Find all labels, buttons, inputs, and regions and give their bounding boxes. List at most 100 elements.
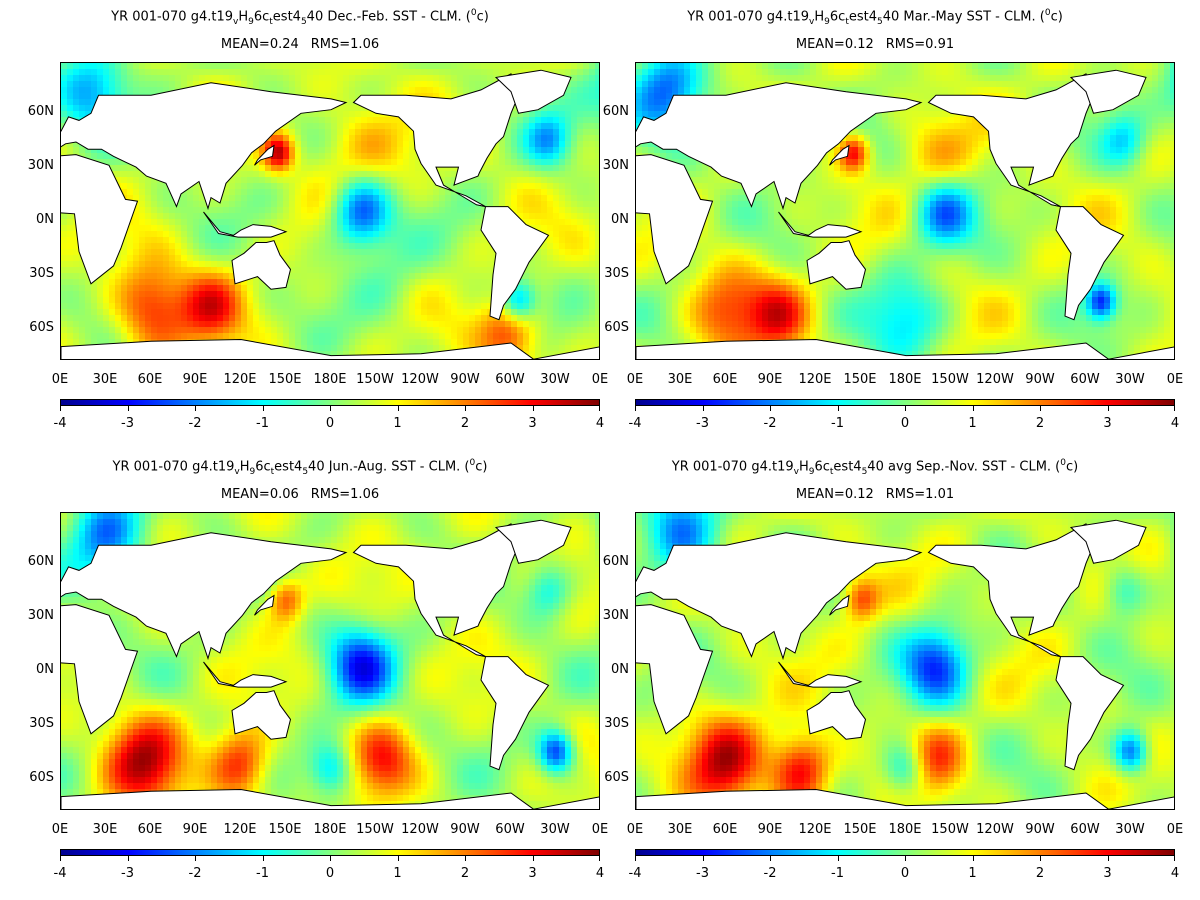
lat-label: 30N bbox=[602, 608, 629, 624]
title-part: H bbox=[814, 9, 825, 25]
landmass bbox=[636, 154, 714, 285]
lon-label: 150W bbox=[356, 372, 394, 387]
landmass bbox=[829, 144, 850, 166]
land-masses bbox=[61, 69, 599, 359]
lon-label: 0E bbox=[1166, 372, 1184, 387]
colorbar-label: -2 bbox=[188, 416, 202, 431]
colorbar-label: -2 bbox=[763, 416, 777, 431]
rms-value: RMS=1.06 bbox=[310, 37, 380, 52]
landmass bbox=[1055, 206, 1125, 321]
title-part: est4 bbox=[274, 459, 303, 475]
lon-label: 90W bbox=[450, 372, 480, 387]
lon-label: 0E bbox=[51, 822, 69, 837]
colorbar-label: 2 bbox=[460, 416, 470, 431]
lon-label: 60E bbox=[137, 372, 163, 387]
rms-value: RMS=1.06 bbox=[310, 487, 380, 502]
colorbar-label: 0 bbox=[900, 866, 910, 881]
colorbar-tick bbox=[195, 856, 196, 861]
colorbar-label: 1 bbox=[393, 866, 402, 881]
lon-label: 0E bbox=[1166, 822, 1184, 837]
title-part: 40 Mar.-May SST - CLM. ( bbox=[882, 9, 1045, 25]
colorbar-tick bbox=[905, 856, 906, 861]
title-part: 6c bbox=[829, 9, 846, 25]
colorbar-label: 3 bbox=[1103, 866, 1112, 881]
colorbar-label: 1 bbox=[393, 416, 402, 431]
panel-stats: MEAN=0.12 RMS=1.01 bbox=[575, 487, 1175, 502]
map-panel-jja: YR 001-070 g4.t19vH96ctest4540 Jun.-Aug.… bbox=[0, 450, 609, 900]
title-part: est4 bbox=[833, 459, 862, 475]
lon-label: 30E bbox=[667, 372, 693, 387]
rms-value: RMS=0.91 bbox=[885, 37, 955, 52]
map-panel-son: YR 001-070 g4.t19vH96ctest4540 avg Sep.-… bbox=[575, 450, 1184, 900]
colorbar-label: 3 bbox=[1103, 416, 1112, 431]
landmass bbox=[829, 594, 850, 616]
panel-title: YR 001-070 g4.t19vH96ctest4540 Mar.-May … bbox=[575, 8, 1175, 27]
lon-label: 60E bbox=[712, 822, 738, 837]
colorbar-tick bbox=[195, 406, 196, 411]
colorbar-tick bbox=[532, 406, 534, 411]
map-panel-djf: YR 001-070 g4.t19vH96ctest4540 Dec.-Feb.… bbox=[0, 0, 609, 450]
title-part: 5 bbox=[861, 466, 868, 477]
lon-label: 60W bbox=[495, 822, 525, 837]
colorbar-tick bbox=[635, 856, 636, 861]
lon-label: 60E bbox=[137, 822, 163, 837]
colorbar-tick bbox=[397, 856, 399, 861]
colorbar-tick bbox=[532, 856, 534, 861]
colorbar-label: -1 bbox=[256, 416, 269, 431]
colorbar-tick bbox=[702, 406, 704, 411]
lon-label: 120W bbox=[976, 822, 1014, 837]
lon-label: 0E bbox=[626, 822, 644, 837]
landmass bbox=[806, 240, 867, 290]
colorbar-label: 1 bbox=[968, 416, 977, 431]
lon-label: 90E bbox=[182, 372, 208, 387]
lon-label: 120E bbox=[223, 372, 257, 387]
sst-anomaly-map bbox=[60, 62, 600, 360]
title-part: 0 bbox=[1044, 8, 1051, 18]
landmass bbox=[61, 154, 139, 285]
colorbar-tick bbox=[262, 406, 264, 411]
title-part: v bbox=[793, 466, 799, 477]
lon-label: 30E bbox=[667, 822, 693, 837]
title-part: 9 bbox=[248, 16, 254, 27]
landmass bbox=[927, 523, 1095, 658]
title-part: YR 001-070 g4.t19 bbox=[111, 9, 233, 25]
title-part: c) bbox=[1065, 459, 1079, 475]
sst-anomaly-map bbox=[60, 512, 600, 810]
panel-title: YR 001-070 g4.t19vH96ctest4540 Jun.-Aug.… bbox=[0, 458, 600, 477]
colorbar-label: -2 bbox=[763, 866, 777, 881]
colorbar-tick bbox=[1107, 856, 1109, 861]
title-part: c) bbox=[475, 459, 488, 475]
colorbar-tick bbox=[599, 406, 600, 411]
sst-anomaly-map bbox=[635, 62, 1175, 360]
mean-value: MEAN=0.12 bbox=[795, 37, 874, 52]
landmass bbox=[480, 206, 550, 321]
colorbar-label: -1 bbox=[831, 416, 844, 431]
colorbar-tick bbox=[465, 856, 466, 861]
landmass bbox=[1069, 519, 1147, 564]
map-canvas bbox=[636, 63, 1174, 359]
landmass bbox=[352, 73, 520, 208]
lat-label: 30S bbox=[29, 715, 54, 731]
lon-label: 30E bbox=[92, 822, 118, 837]
lon-label: 30W bbox=[1115, 372, 1145, 387]
colorbar-tick bbox=[127, 406, 129, 411]
colorbar-label: -4 bbox=[628, 866, 642, 881]
landmass bbox=[61, 604, 139, 735]
title-part: 9 bbox=[249, 466, 256, 477]
landmass bbox=[61, 532, 348, 661]
landmass bbox=[636, 82, 923, 211]
title-part: 0 bbox=[470, 8, 477, 18]
title-part: 40 Jun.-Aug. SST - CLM. ( bbox=[308, 459, 470, 475]
colorbar-tick bbox=[465, 406, 466, 411]
lon-label: 150W bbox=[931, 822, 969, 837]
title-part: t bbox=[829, 466, 834, 477]
title-part: 0 bbox=[1060, 458, 1066, 468]
lon-label: 180E bbox=[888, 822, 922, 837]
title-part: t bbox=[269, 16, 273, 27]
colorbar-label: 1 bbox=[968, 866, 977, 881]
colorbar-tick bbox=[972, 406, 974, 411]
panel-title: YR 001-070 g4.t19vH96ctest4540 Dec.-Feb.… bbox=[0, 8, 600, 27]
lon-label: 0E bbox=[626, 372, 644, 387]
landmass bbox=[494, 69, 572, 114]
lat-label: 60S bbox=[604, 319, 629, 335]
